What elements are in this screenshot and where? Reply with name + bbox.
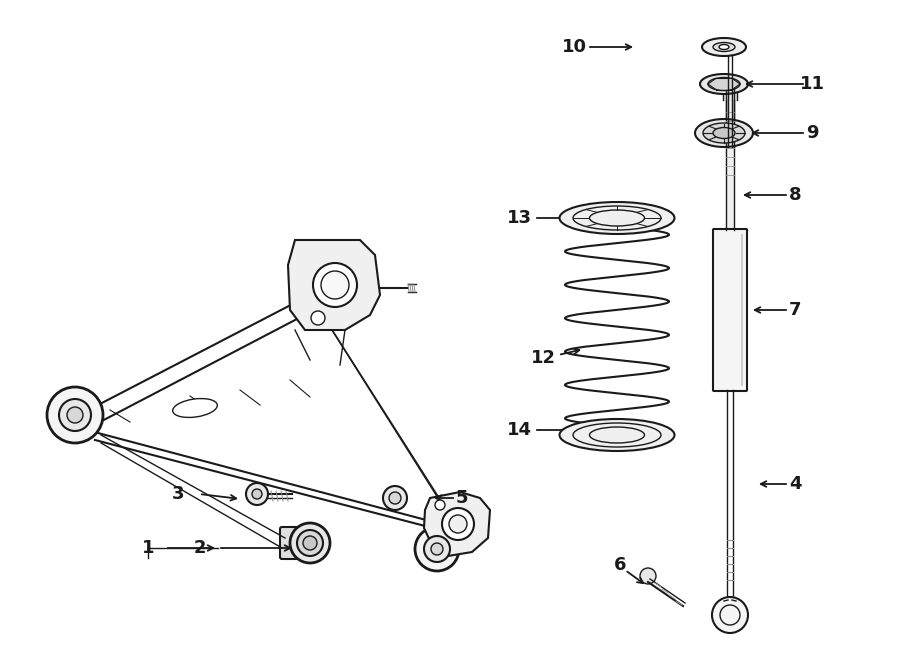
Ellipse shape bbox=[173, 399, 217, 418]
Circle shape bbox=[640, 568, 656, 584]
Text: 4: 4 bbox=[788, 475, 801, 493]
Circle shape bbox=[424, 536, 450, 562]
Circle shape bbox=[297, 530, 323, 556]
Circle shape bbox=[415, 527, 459, 571]
Circle shape bbox=[59, 399, 91, 431]
Circle shape bbox=[321, 271, 349, 299]
Circle shape bbox=[311, 311, 325, 325]
Text: 13: 13 bbox=[507, 209, 532, 227]
Text: 14: 14 bbox=[507, 421, 532, 439]
Text: 1: 1 bbox=[142, 539, 154, 557]
FancyBboxPatch shape bbox=[713, 229, 747, 391]
Ellipse shape bbox=[713, 42, 735, 52]
Text: 8: 8 bbox=[788, 186, 801, 204]
Circle shape bbox=[246, 483, 268, 505]
Text: 11: 11 bbox=[799, 75, 824, 93]
Ellipse shape bbox=[713, 128, 735, 139]
Text: 5: 5 bbox=[455, 489, 468, 507]
Circle shape bbox=[67, 407, 83, 423]
Text: 7: 7 bbox=[788, 301, 801, 319]
Ellipse shape bbox=[703, 123, 745, 143]
FancyBboxPatch shape bbox=[280, 527, 299, 559]
Text: 2: 2 bbox=[194, 539, 206, 557]
Circle shape bbox=[290, 523, 330, 563]
Circle shape bbox=[313, 263, 357, 307]
Ellipse shape bbox=[700, 74, 748, 94]
Circle shape bbox=[252, 489, 262, 499]
Ellipse shape bbox=[560, 419, 674, 451]
Circle shape bbox=[712, 597, 748, 633]
Ellipse shape bbox=[702, 38, 746, 56]
Circle shape bbox=[383, 486, 407, 510]
Circle shape bbox=[442, 508, 474, 540]
Polygon shape bbox=[424, 492, 490, 556]
Polygon shape bbox=[288, 240, 380, 330]
Circle shape bbox=[303, 536, 317, 550]
Text: 3: 3 bbox=[172, 485, 184, 503]
Circle shape bbox=[389, 492, 401, 504]
Ellipse shape bbox=[560, 202, 674, 234]
Circle shape bbox=[449, 515, 467, 533]
Circle shape bbox=[47, 387, 103, 443]
Text: 12: 12 bbox=[530, 349, 555, 367]
Text: 10: 10 bbox=[562, 38, 587, 56]
Ellipse shape bbox=[719, 44, 729, 50]
Ellipse shape bbox=[708, 77, 740, 91]
Circle shape bbox=[431, 543, 443, 555]
Text: 9: 9 bbox=[806, 124, 818, 142]
Ellipse shape bbox=[695, 119, 753, 147]
Text: 6: 6 bbox=[614, 556, 626, 574]
Circle shape bbox=[435, 500, 445, 510]
